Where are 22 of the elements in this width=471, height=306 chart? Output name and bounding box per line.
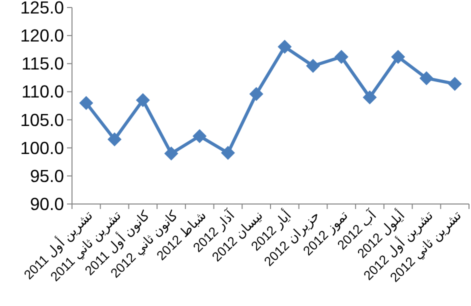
point bbox=[362, 90, 377, 104]
point bbox=[306, 58, 320, 73]
y-tick-label: 90.0 bbox=[30, 194, 64, 214]
y-tick-label: 115.0 bbox=[22, 54, 64, 74]
point bbox=[249, 86, 264, 101]
y-tick-label: 100.0 bbox=[20, 138, 64, 158]
point bbox=[419, 71, 434, 86]
point bbox=[334, 50, 348, 64]
y-tick-label: 95.0 bbox=[30, 166, 64, 186]
point bbox=[448, 76, 462, 91]
point bbox=[278, 40, 292, 54]
y-tick-label: 105.0 bbox=[20, 110, 64, 130]
point bbox=[79, 96, 94, 110]
point bbox=[164, 146, 178, 160]
y-tick-label: 125.0 bbox=[20, 0, 64, 18]
point bbox=[136, 93, 150, 108]
point bbox=[391, 50, 406, 64]
y-tick-label: 110.0 bbox=[22, 82, 64, 102]
point bbox=[192, 129, 207, 144]
y-tick-label: 120.0 bbox=[20, 26, 64, 46]
point bbox=[220, 146, 235, 160]
point bbox=[108, 132, 122, 146]
